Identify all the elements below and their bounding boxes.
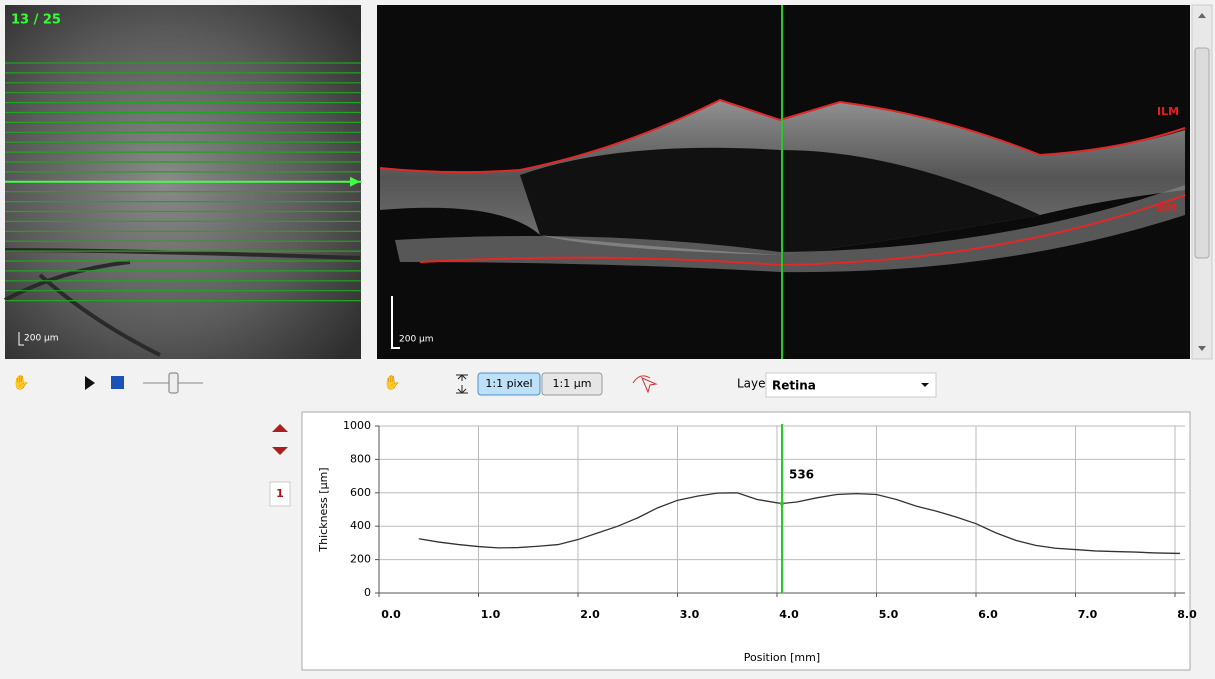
y-tick-label: 200 <box>350 553 371 566</box>
slider-thumb[interactable] <box>169 373 178 393</box>
zoom-label: 1:1 µm <box>553 377 592 390</box>
x-tick-label: 3.0 <box>680 608 700 621</box>
scale-label: 200 µm <box>24 334 59 344</box>
layer-label: BM <box>1157 201 1176 214</box>
y-tick-label: 600 <box>350 486 371 499</box>
scan-counter: 13 / 25 <box>11 13 61 28</box>
x-tick-label: 5.0 <box>879 608 899 621</box>
x-axis-label: Position [mm] <box>744 651 820 664</box>
x-tick-label: 8.0 <box>1177 608 1197 621</box>
y-tick-label: 1000 <box>343 419 371 432</box>
page-number: 1 <box>276 487 284 500</box>
zoom-label: 1:1 pixel <box>485 377 532 390</box>
fundus-view: 13 / 25 200 µm <box>5 5 361 359</box>
layer-label: ILM <box>1157 105 1179 118</box>
y-axis-label: Thickness [µm] <box>317 467 330 552</box>
x-tick-label: 2.0 <box>580 608 600 621</box>
hand-tool[interactable]: ✋ <box>12 374 29 391</box>
x-tick-label: 1.0 <box>481 608 501 621</box>
scroll-thumb[interactable] <box>1195 48 1209 258</box>
layer-value: Retina <box>772 379 816 393</box>
cursor-value: 536 <box>789 468 814 482</box>
y-tick-label: 400 <box>350 519 371 532</box>
scale-label: 200 µm <box>399 335 434 345</box>
cursor-point <box>780 501 784 505</box>
x-tick-label: 6.0 <box>978 608 998 621</box>
bscan-view: ILM BM 200 µm <box>377 5 1212 359</box>
save-button[interactable] <box>111 376 124 389</box>
x-tick-label: 0.0 <box>381 608 401 621</box>
x-tick-label: 7.0 <box>1078 608 1098 621</box>
y-tick-label: 800 <box>350 452 371 465</box>
y-tick-label: 0 <box>364 586 371 599</box>
hand-tool[interactable]: ✋ <box>383 374 400 391</box>
page: 13 / 25 200 µm ILM BM 200 µm ✋ ✋ 1:1 pix… <box>0 0 1215 675</box>
x-tick-label: 4.0 <box>779 608 799 621</box>
